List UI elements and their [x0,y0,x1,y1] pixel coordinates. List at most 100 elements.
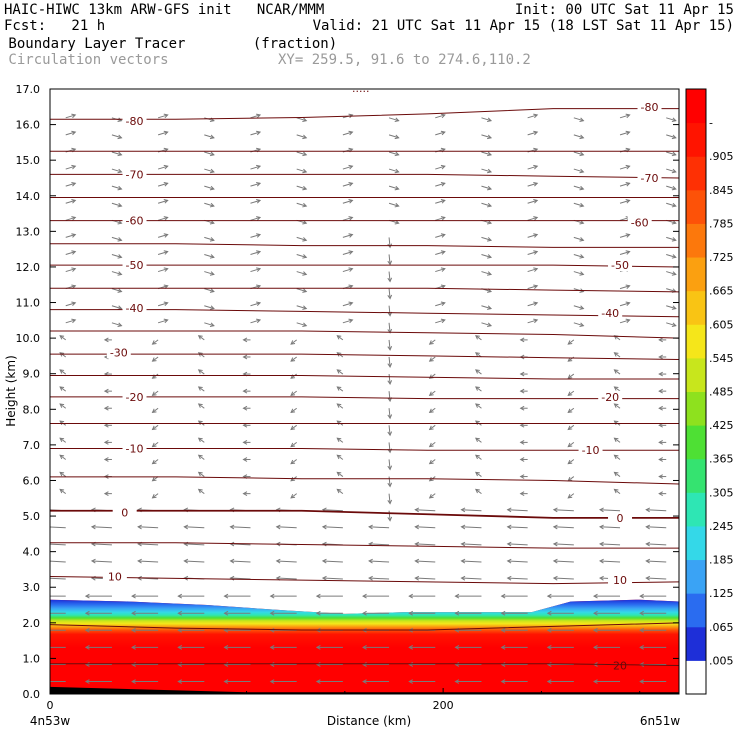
vector-head [592,645,598,650]
vector-arrow [387,356,393,368]
vector-arrow [59,454,67,460]
vector-arrow [519,405,528,411]
vector-arrow [387,339,393,351]
vector-shaft [50,560,66,563]
isotherm-label: -80 [126,115,144,128]
vector-head [84,645,90,650]
vector-arrow [475,386,482,392]
vector-arrow [573,271,585,276]
vector-shaft [614,369,621,375]
vector-arrow [90,524,112,530]
vector-shaft [336,403,344,409]
vector-head [519,474,525,479]
vector-arrow [567,373,575,379]
vector-arrow [666,117,677,123]
vector-head [40,663,44,667]
vector-arrow [435,164,446,170]
vector-head [639,679,644,684]
y-tick-label: 1.0 [23,652,41,665]
vector-head [117,168,123,174]
vector-arrow [296,202,308,208]
vector-arrow [157,199,169,204]
vector-shaft [619,285,630,290]
vector-arrow [573,134,585,140]
vector-shaft [157,114,168,119]
forecast-hour: Fcst: 21 h [4,18,106,34]
vector-shaft [573,151,584,156]
vector-shaft [415,560,436,563]
vector-arrow [388,168,400,174]
vector-arrow [387,254,393,266]
vector-shaft [481,271,492,275]
vector-shaft [429,424,436,430]
vector-head [487,271,493,276]
vector-arrow [388,117,400,123]
vector-head [302,288,308,293]
isotherm-label-bg [122,214,147,227]
x-tick-label: 0 [47,699,54,712]
vector-head [579,254,585,259]
vector-head [579,168,585,174]
vector-arrow [84,662,112,667]
vector-head [428,340,434,345]
vector-shaft [157,268,168,273]
vector-arrow [157,130,169,136]
isotherm-line [50,287,679,293]
vector-head [59,488,65,494]
vector-arrow [183,558,205,564]
vector-arrow [527,250,539,255]
vector-arrow [658,474,667,479]
colorbar-swatch [686,559,706,594]
vector-head [599,541,604,547]
x-end-label-left: 4n53w [30,714,71,728]
vector-head [613,471,619,477]
vector-arrow [475,437,482,443]
vector-arrow [666,134,677,140]
vector-shaft [250,165,261,170]
vector-head [84,627,90,633]
vector-arrow [296,305,308,310]
vector-arrow [435,301,446,307]
vector-arrow [666,322,677,328]
vector-arrow [506,507,528,513]
vector-shaft [198,454,205,460]
isotherm-label-bg [637,100,662,113]
vector-head [506,558,512,564]
vector-head [408,610,414,616]
vector-head [131,679,136,684]
vector-arrow [435,181,446,187]
vector-shaft [111,134,122,139]
vector-arrow [204,288,215,293]
vector-shaft [65,268,76,273]
vector-arrow [639,627,667,633]
vector-head [290,408,296,414]
vector-head [625,301,631,307]
vector-arrow [362,645,390,650]
vector-arrow [229,524,251,530]
vector-arrow [454,645,482,650]
vector-arrow [250,113,262,119]
vector-shaft [619,302,630,307]
vector-arrow [573,236,585,242]
vector-arrow [50,629,66,631]
isotherm-label: -30 [110,346,128,359]
vector-arrow [519,337,528,343]
vector-arrow [342,164,354,170]
vector-shaft [573,254,584,258]
vector-shaft [567,493,575,499]
vector-shaft [388,408,391,419]
vector-arrow [342,233,354,238]
vector-head [671,168,677,174]
vector-head [475,403,480,408]
vector-head [256,301,262,307]
vector-head [658,457,663,462]
isotherm-line [50,509,679,519]
vector-arrow [428,493,436,499]
vector-shaft [157,251,168,255]
vector-shaft [435,268,445,273]
vector-shaft [666,288,676,293]
vector-shaft [50,577,66,580]
vector-head [567,408,573,414]
vector-shaft [342,216,353,221]
vector-arrow [658,371,667,377]
